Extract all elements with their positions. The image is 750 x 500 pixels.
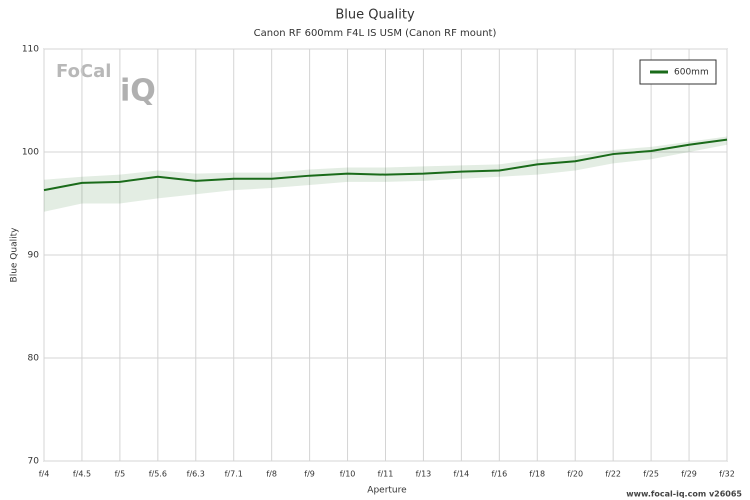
chart-title: Blue Quality bbox=[335, 8, 415, 23]
x-tick-label: f/7.1 bbox=[225, 470, 243, 479]
x-tick-label: f/16 bbox=[491, 470, 507, 479]
x-tick-label: f/9 bbox=[304, 470, 315, 479]
footer: www.focal-iq.com v26065 bbox=[626, 490, 742, 499]
y-tick-label: 80 bbox=[28, 354, 40, 364]
x-tick-label: f/4 bbox=[39, 470, 50, 479]
logo-text: iQ bbox=[120, 74, 156, 109]
x-tick-label: f/14 bbox=[454, 470, 470, 479]
x-tick-label: f/4.5 bbox=[73, 470, 91, 479]
legend-label: 600mm bbox=[674, 68, 709, 78]
x-tick-label: f/11 bbox=[378, 470, 394, 479]
y-tick-label: 110 bbox=[22, 45, 39, 55]
x-tick-label: f/29 bbox=[681, 470, 697, 479]
x-tick-label: f/18 bbox=[529, 470, 545, 479]
x-tick-label: f/20 bbox=[567, 470, 583, 479]
x-tick-label: f/32 bbox=[719, 470, 735, 479]
y-tick-label: 100 bbox=[22, 148, 39, 158]
x-tick-label: f/5 bbox=[115, 470, 126, 479]
x-tick-label: f/25 bbox=[643, 470, 659, 479]
y-axis-label: Blue Quality bbox=[10, 227, 20, 283]
series-line bbox=[43, 138, 728, 192]
x-tick-label: f/10 bbox=[340, 470, 356, 479]
y-tick-label: 90 bbox=[28, 251, 40, 261]
x-axis-label: Aperture bbox=[367, 486, 407, 496]
x-tick-label: f/5.6 bbox=[149, 470, 167, 479]
x-tick-label: f/22 bbox=[605, 470, 621, 479]
x-tick-label: f/13 bbox=[416, 470, 432, 479]
y-tick-label: 70 bbox=[28, 457, 40, 467]
logo-text: FoCal bbox=[56, 61, 111, 82]
x-tick-label: f/6.3 bbox=[187, 470, 205, 479]
chart-subtitle: Canon RF 600mm F4L IS USM (Canon RF moun… bbox=[254, 28, 497, 39]
x-tick-label: f/8 bbox=[266, 470, 277, 479]
